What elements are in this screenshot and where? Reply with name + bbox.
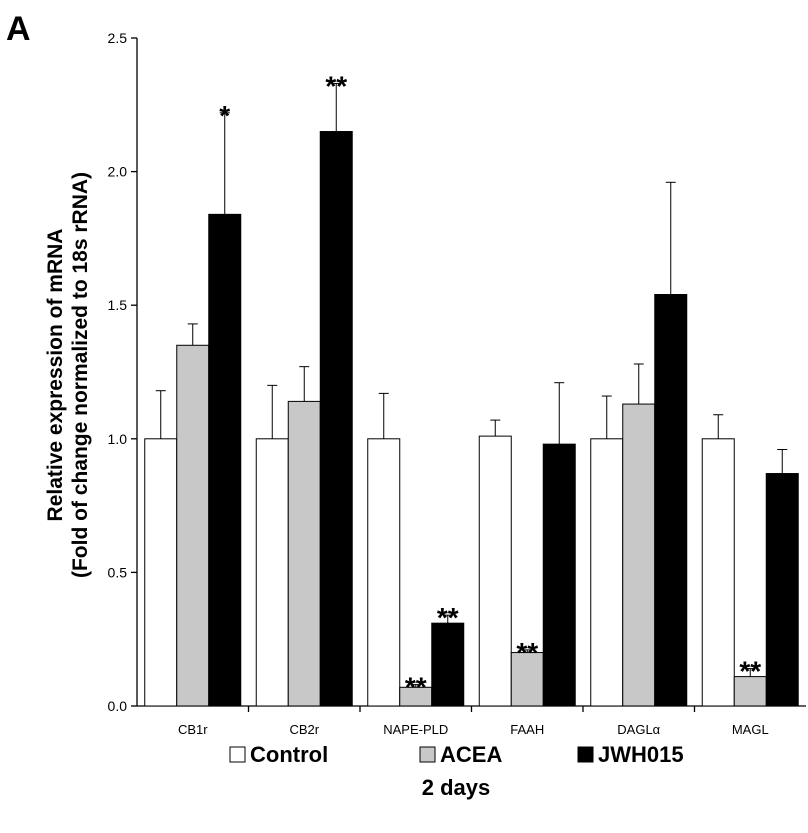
- y-tick-label: 1.5: [108, 297, 128, 313]
- x-category-label: DAGLα: [617, 722, 660, 737]
- legend-swatch-jwh015: [577, 746, 594, 763]
- x-category-label: CB2r: [289, 722, 319, 737]
- x-category-label: MAGL: [732, 722, 769, 737]
- bar-jwh015: [319, 131, 353, 707]
- legend-label-acea: ACEA: [440, 742, 502, 767]
- legend-label-control: Control: [250, 742, 328, 767]
- legend: Control ACEA JWH015: [229, 742, 684, 767]
- significance-marker: **: [405, 672, 427, 703]
- bar-acea: [287, 400, 321, 707]
- x-category-label: FAAH: [510, 722, 544, 737]
- bar-control: [144, 438, 178, 707]
- x-category-label: CB1r: [178, 722, 208, 737]
- bar-control: [478, 435, 512, 707]
- bar-jwh015: [765, 473, 799, 707]
- y-axis-title-line-2: (Fold of change normalized to 18s rRNA): [69, 172, 92, 578]
- bar-jwh015: [542, 443, 576, 707]
- legend-label-jwh015: JWH015: [598, 742, 684, 767]
- x-category-label: NAPE-PLD: [383, 722, 448, 737]
- bar-control: [255, 438, 289, 707]
- bar-acea: [176, 344, 210, 707]
- bar-control: [701, 438, 735, 707]
- bar-jwh015: [208, 213, 242, 707]
- panel-letter: A: [6, 10, 31, 48]
- significance-marker: **: [325, 70, 347, 101]
- chart-subtitle: 2 days: [422, 775, 491, 800]
- y-tick-label: 1.0: [108, 431, 128, 447]
- y-tick-label: 2.5: [108, 30, 128, 46]
- y-tick-label: 0.0: [108, 698, 128, 714]
- bar-control: [590, 438, 624, 707]
- significance-marker: **: [739, 656, 761, 687]
- bar-jwh015: [431, 622, 465, 707]
- significance-marker: *: [219, 100, 230, 131]
- plot-area: 0.0 0.5 1.0 1.5 2.0 2.5 CB1r * CB2r ** NAPE-PLD ** *…: [108, 30, 806, 737]
- bar-jwh015: [654, 294, 688, 707]
- y-tick-label: 0.5: [108, 564, 128, 580]
- significance-marker: **: [437, 602, 459, 633]
- y-axis-title-line-1: Relative expression of mRNA: [44, 229, 67, 522]
- bar-control: [367, 438, 401, 707]
- y-tick-label: 2.0: [108, 164, 128, 180]
- bar-acea: [622, 403, 656, 707]
- legend-swatch-control: [229, 746, 246, 763]
- legend-swatch-acea: [419, 746, 436, 763]
- significance-marker: **: [516, 637, 538, 668]
- y-axis-title: Relative expression of mRNA (Fold of cha…: [44, 172, 92, 578]
